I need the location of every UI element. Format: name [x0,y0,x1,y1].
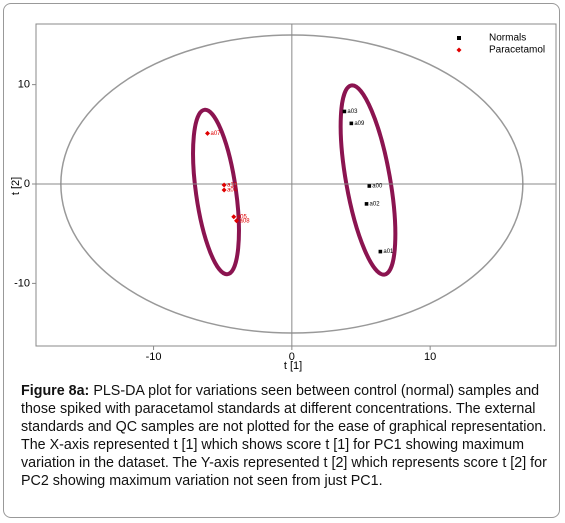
legend-marker [457,36,461,40]
y-tick-label: 0 [24,178,30,190]
point [364,202,369,206]
point-label: a00 [372,184,383,190]
chart: t [1] t [2] -10 0 10 -10 0 10 a03 a09 a00 a02 a01 N… [10,23,557,372]
caption-text: PLS-DA plot for variations seen between … [21,383,547,489]
y-axis-label: t [2] [10,177,22,195]
legend-marker [456,47,462,53]
point [349,121,354,126]
caption: Figure 8a: PLS-DA plot for variations se… [21,382,551,490]
point [221,187,227,193]
plot-frame [35,23,557,347]
point-label: a01 [383,249,394,255]
legend-label: Normals [489,33,526,44]
point [221,182,227,188]
x-tick-label: 10 [424,351,436,363]
caption-label: Figure 8a: [21,383,90,399]
y-tick-label: 10 [18,79,30,91]
point-label: a05 [237,214,248,220]
point-label: a02 [370,201,381,207]
point [204,130,210,136]
group-ellipse [338,83,398,277]
point [231,214,237,220]
x-axis-label: t [1] [284,360,302,372]
point-label: a10 [227,183,238,189]
x-tick-label: -10 [146,351,162,363]
group-ellipse [191,107,241,277]
point [342,109,347,114]
point [378,249,383,254]
point-label: a04 [227,188,238,194]
y-tick-label: -10 [14,277,30,289]
point [234,218,240,224]
legend-label: Paracetamol [489,45,545,56]
figure: t [1] t [2] -10 0 10 -10 0 10 a03 a09 a00 a02 a01 N… [3,3,560,518]
point-label: a07 [210,131,221,137]
point [367,184,372,188]
x-tick-label: 0 [289,351,295,363]
point-label: a08 [240,218,251,224]
point-label: a09 [354,121,365,127]
point-label: a03 [347,109,358,115]
